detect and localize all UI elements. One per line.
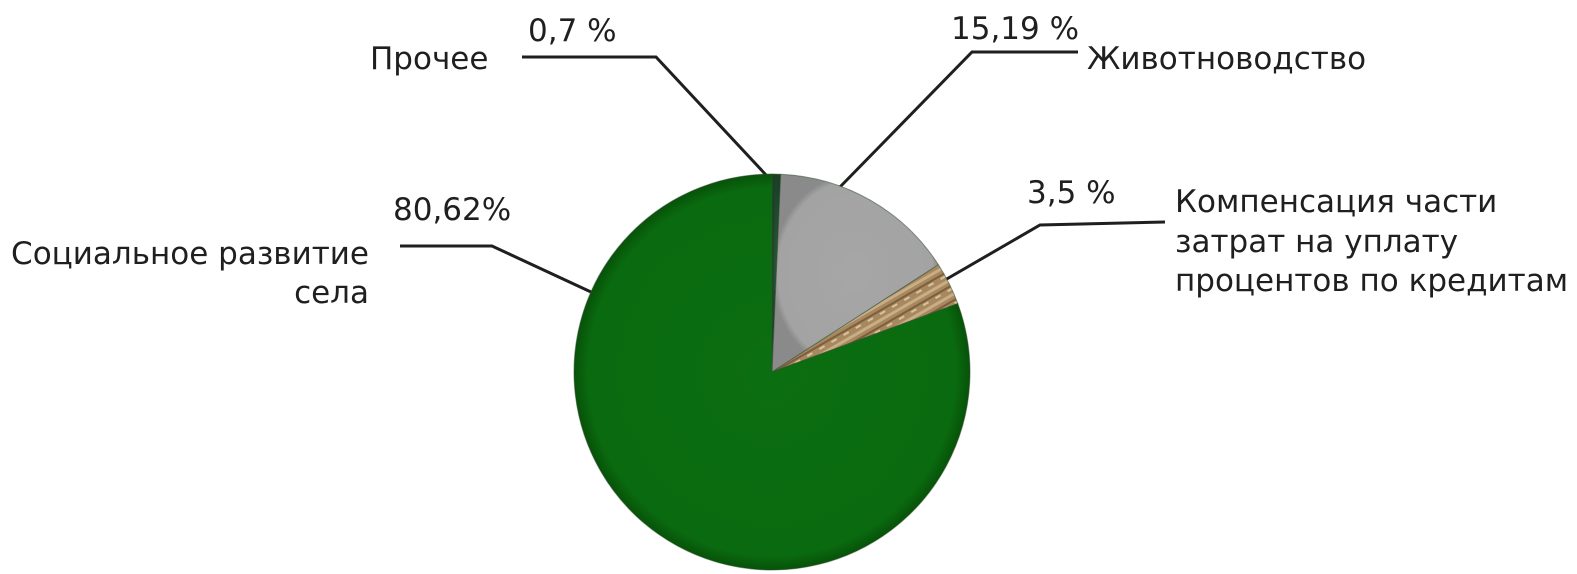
svg-text:Прочее: Прочее [370,41,488,77]
leader-line-livestock [836,50,1078,191]
leader-lines [400,50,1166,294]
category-label-interest-compensation: Компенсация части затрат на уплату проце… [1175,184,1568,299]
category-label-line: процентов по кредитам [1175,263,1568,299]
category-label-line: Компенсация части [1175,184,1497,220]
pie-slices [573,173,971,571]
category-label-line: села [294,275,369,311]
svg-text:затрат на уплату: затрат на уплату [1175,224,1458,260]
category-label-other: Прочее [370,41,488,77]
leader-line-other [522,55,769,178]
category-label-line: затрат на уплату [1175,224,1458,260]
svg-text:Социальное развитие: Социальное развитие [11,236,369,272]
category-label-line: Социальное развитие [11,236,369,272]
value-label-livestock: 15,19 % [951,11,1079,47]
category-label-livestock: Животноводство [1087,41,1366,77]
pie-slice-livestock [771,173,939,373]
svg-text:процентов по кредитам: процентов по кредитам [1175,263,1568,299]
value-label-interest-compensation: 3,5 % [1027,175,1116,211]
svg-text:села: села [294,275,369,311]
value-label-social-development: 80,62% [393,192,511,228]
category-label-line: Прочее [370,41,488,77]
pie-slice-social-development [573,173,971,571]
svg-text:Животноводство: Животноводство [1087,41,1366,77]
value-label-other: 0,7 % [528,13,617,49]
category-label-social-development: Социальное развитие села [11,236,369,311]
category-label-line: Животноводство [1087,41,1366,77]
leader-line-interest-compensation [944,220,1166,282]
svg-text:Компенсация части: Компенсация части [1175,184,1497,220]
leader-line-social-development [400,244,592,294]
